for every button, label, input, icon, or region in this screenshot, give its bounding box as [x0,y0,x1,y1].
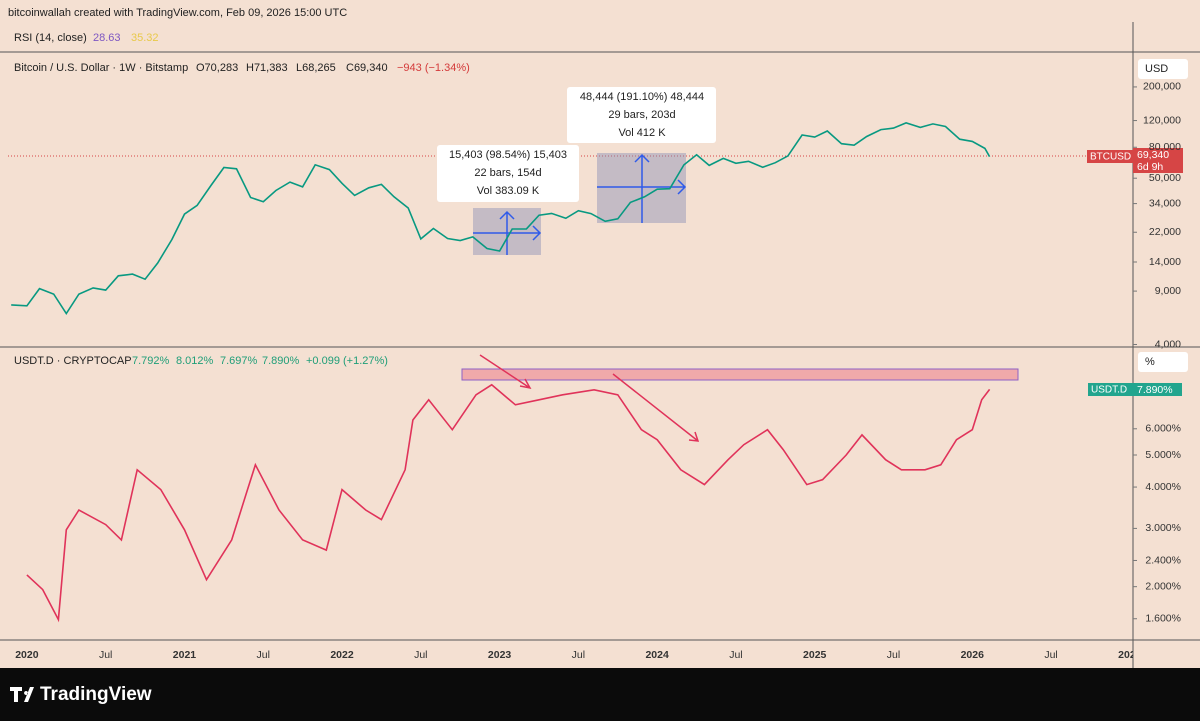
rsi-value: 28.63 [93,32,121,44]
y-tick-label: 34,000 [1149,197,1181,209]
measure-text: Vol 412 K [618,127,666,139]
y-tick-label: 5.000% [1145,449,1181,461]
change: +0.099 (+1.27%) [306,355,388,367]
y-tick-label: 50,000 [1149,172,1181,184]
y-tick-label: 6.000% [1145,423,1181,435]
y-tick-label: 3.000% [1145,522,1181,534]
rsi-ma: 35.32 [131,32,159,44]
y-tick-label: 80,000 [1149,141,1181,153]
x-tick-label: 2026 [961,649,985,661]
x-tick-label: Jul [257,649,270,661]
unit: USD [1145,63,1168,75]
ohlc: 7.890% [262,355,300,367]
rsi-label: RSI (14, close) [14,32,87,44]
y-tick-label: 200,000 [1143,81,1181,93]
x-tick-label: 2022 [330,649,354,661]
y-tick-label: 4,000 [1155,338,1181,350]
ohlc: 7.697% [220,355,258,367]
ohlc: C69,340 [346,62,388,74]
x-tick-label: 2027 [1118,649,1142,661]
x-tick-label: Jul [99,649,112,661]
logo [10,687,34,702]
y-tick-label: 2.000% [1145,580,1181,592]
change: −943 (−1.34%) [397,62,470,74]
measure-text: Vol 383.09 K [477,185,540,197]
measure-text: 29 bars, 203d [608,109,675,121]
price-tag-countdown: 6d 9h [1137,161,1163,173]
ohlc: 8.012% [176,355,214,367]
price-tag-name: USDT.D [1091,385,1127,396]
y-tick-label: 120,000 [1143,114,1181,126]
measure-arrows [473,153,687,255]
attribution: bitcoinwallah created with TradingView.c… [8,7,347,19]
price-tag [1088,383,1182,396]
ohlc: O70,283 [196,62,238,74]
x-tick-label: Jul [572,649,585,661]
price-tag-value: 7.890% [1137,384,1173,396]
y-tick-label: 9,000 [1155,285,1181,297]
ohlc: L68,265 [296,62,336,74]
price-tag-name: BTCUSD [1090,152,1131,163]
unit-box [1138,352,1188,372]
ohlc: H71,383 [246,62,288,74]
measure-box [437,145,579,202]
x-tick-label: Jul [887,649,900,661]
measure-box [567,87,716,143]
pane-title: Bitcoin / U.S. Dollar · 1W · Bitstamp [14,62,188,74]
price-line [11,122,991,315]
unit-box [1138,59,1188,79]
y-tick-label: 2.400% [1145,554,1181,566]
x-tick-label: 2023 [488,649,512,661]
ohlc: 7.792% [132,355,170,367]
y-tick-label: 14,000 [1149,256,1181,268]
x-tick-label: Jul [729,649,742,661]
y-tick-label: 1.600% [1145,613,1181,625]
price-tag [1087,150,1133,163]
measure-text: 22 bars, 154d [474,167,541,179]
brand: TradingView [40,684,152,705]
x-tick-label: 2025 [803,649,827,661]
y-tick-label: 4.000% [1145,481,1181,493]
unit: % [1145,356,1155,368]
measure-text: 15,403 (98.54%) 15,403 [449,149,567,161]
time-axis: 2020 Jul 2021 Jul 2022 Jul 2023 Jul 2024 Jul 2025 J… [15,649,1142,661]
measure-text: 48,444 (191.10%) 48,444 [580,91,704,103]
y-tick-label: 22,000 [1149,226,1181,238]
x-tick-label: Jul [414,649,427,661]
price-line [26,383,991,623]
price-tag-value: 69,340 [1137,149,1169,161]
price-tag [1133,148,1183,173]
resistance-zone [461,368,1019,381]
x-tick-label: 2020 [15,649,39,661]
footer-bar [0,668,1200,721]
pane-title: USDT.D · CRYPTOCAP [14,355,132,367]
plot-area [11,122,991,623]
x-tick-label: 2021 [173,649,197,661]
x-tick-label: 2024 [645,649,669,661]
trend-arrows [479,354,700,442]
x-tick-label: Jul [1044,649,1057,661]
